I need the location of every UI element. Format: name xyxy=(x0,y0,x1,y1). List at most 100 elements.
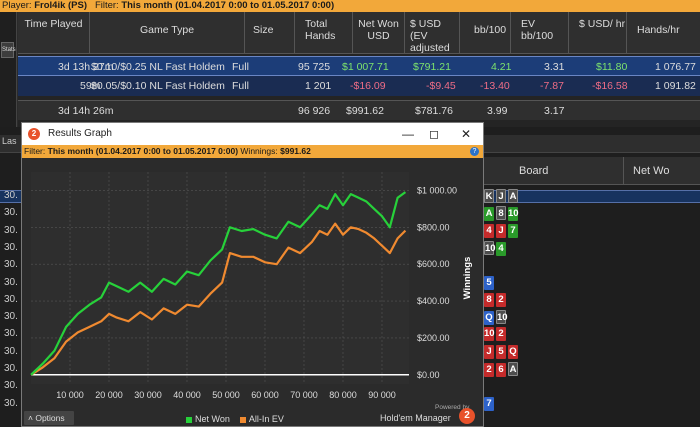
legend-swatch-net-won xyxy=(186,416,192,423)
help-icon[interactable]: ? xyxy=(470,147,479,156)
cell-ev: $791.21 xyxy=(413,61,451,73)
total-bb100: 3.99 xyxy=(487,105,508,117)
last-tab[interactable]: Las xyxy=(2,136,17,146)
total-time: 3d 14h 26m xyxy=(58,105,114,117)
top-filter-bar: Player: Frol4ik (PS) Filter: This month … xyxy=(0,0,700,12)
window-titlebar[interactable]: 2 Results Graph — ◻ ✕ xyxy=(22,123,483,145)
graph-filter-value[interactable]: This month (01.04.2017 0:00 to 01.05.201… xyxy=(47,146,239,156)
hand-row[interactable]: 30. 8 2 xyxy=(0,292,700,309)
board-header[interactable]: Board xyxy=(519,165,549,177)
player-name[interactable]: Frol4ik (PS) xyxy=(34,0,88,11)
col-game-type[interactable]: Game Type xyxy=(90,12,245,54)
cell-time: 59m xyxy=(80,80,101,92)
x-tick-label: 60 000 xyxy=(251,390,279,400)
hand-row[interactable]: 30. K J A xyxy=(0,188,700,205)
y-axis-label: Winnings xyxy=(462,257,473,300)
col-hands-hr[interactable]: Hands/hr xyxy=(627,12,700,54)
winnings-value: $991.62 xyxy=(280,146,311,156)
card: A xyxy=(484,207,494,222)
card: 10 xyxy=(508,207,519,222)
board-cards: 10 2 xyxy=(484,327,508,342)
hand-row[interactable]: 30. Q 10 xyxy=(0,309,700,326)
hand-row[interactable]: 30. xyxy=(0,378,700,395)
hand-row[interactable]: 30. J 5 Q xyxy=(0,344,700,361)
col-net-won[interactable]: Net Won USD xyxy=(353,12,405,54)
card: 4 xyxy=(484,223,494,238)
header-divider xyxy=(623,157,624,185)
hand-row[interactable]: 30. 7 xyxy=(0,396,700,413)
card: 2 xyxy=(496,327,506,342)
stats-tab[interactable]: Stats xyxy=(1,42,16,58)
card: 7 xyxy=(484,396,494,411)
results-graph-window: 2 Results Graph — ◻ ✕ Filter: This month… xyxy=(21,122,484,427)
card: K xyxy=(484,189,494,203)
net-won-header[interactable]: Net Wo xyxy=(633,165,670,177)
hand-date: 30. xyxy=(4,276,18,288)
total-net: $991.62 xyxy=(346,105,384,117)
plot-area xyxy=(31,172,409,384)
card: 8 xyxy=(484,292,494,307)
hand-row[interactable]: 30. 5 xyxy=(0,275,700,292)
x-tick-label: 10 000 xyxy=(56,390,84,400)
hand-date: 30. xyxy=(4,363,18,374)
x-tick-label: 80 000 xyxy=(329,390,357,400)
cell-net: $1 007.71 xyxy=(342,61,389,73)
card: A xyxy=(508,189,518,203)
brand-badge-icon: 2 xyxy=(459,408,475,424)
maximize-icon[interactable]: ◻ xyxy=(429,127,439,141)
hm2-logo-icon: 2 xyxy=(28,128,40,140)
hand-row[interactable]: 30. 10 2 xyxy=(0,326,700,343)
brand-logo: Powered by Hold'em Manager 2 xyxy=(380,404,480,425)
cell-evbb100: -7.87 xyxy=(540,80,564,92)
hand-row[interactable]: 30. xyxy=(0,257,700,274)
col-usd-hr[interactable]: $ USD/ hr xyxy=(569,12,627,54)
stats-row[interactable]: 59m $0.05/$0.10 NL Fast Holdem Full 1 20… xyxy=(18,76,700,96)
filter-value[interactable]: This month (01.04.2017 0:00 to 01.05.201… xyxy=(121,0,335,11)
total-evbb100: 3.17 xyxy=(544,105,565,117)
cell-handshr: 1 076.77 xyxy=(655,61,696,73)
hands-grid-header: Board Net Wo xyxy=(483,157,700,185)
stats-tab-label: Stats xyxy=(2,47,16,53)
cell-hands: 95 725 xyxy=(298,61,331,73)
col-size[interactable]: Size xyxy=(245,12,295,54)
card: Q xyxy=(508,344,518,359)
hand-row[interactable]: 30. 4 J 7 xyxy=(0,223,700,240)
options-button[interactable]: ˄ Options xyxy=(24,411,74,425)
close-icon[interactable]: ✕ xyxy=(460,127,472,141)
col-ev-bb100[interactable]: EV bb/100 xyxy=(511,12,569,54)
cell-handshr: 1 091.82 xyxy=(655,80,696,92)
minimize-icon[interactable]: — xyxy=(402,127,414,141)
cell-usdhr: $11.80 xyxy=(596,61,628,73)
hand-row[interactable]: 30. A 8 10 xyxy=(0,205,700,222)
x-tick-label: 30 000 xyxy=(134,390,162,400)
col-bb100[interactable]: bb/100 xyxy=(460,12,511,54)
card: J xyxy=(484,344,494,359)
series-line-all-in-ev xyxy=(30,222,407,376)
cell-bb100: -13.40 xyxy=(480,80,510,92)
card: 2 xyxy=(484,363,494,377)
col-total-hands[interactable]: Total Hands xyxy=(295,12,353,54)
hand-row[interactable]: 30. 10 4 xyxy=(0,240,700,257)
hand-date: 30. xyxy=(4,328,18,340)
col-time-played[interactable]: Time Played xyxy=(18,12,90,54)
card: 5 xyxy=(496,344,506,359)
hand-date: 30. xyxy=(4,224,18,236)
hand-row[interactable]: 30. 2 6 A xyxy=(0,361,700,378)
hand-date: 30. xyxy=(4,311,18,323)
stats-row[interactable]: 3d 13h 27m $0.10/$0.25 NL Fast Holdem Fu… xyxy=(18,56,700,76)
card: 5 xyxy=(484,275,494,290)
cell-evbb100: 3.31 xyxy=(544,61,565,73)
chart-legend: Net Won All-In EV xyxy=(186,414,284,424)
series-line-net-won xyxy=(30,191,407,376)
card: 10 xyxy=(484,327,495,342)
hand-date: 30. xyxy=(4,293,18,305)
filter-label: Filter: xyxy=(94,0,119,11)
hand-date: 30. xyxy=(4,397,18,409)
x-tick-label: 50 000 xyxy=(212,390,240,400)
graph-footer: ˄ Options Net Won All-In EV Powered by H… xyxy=(22,401,483,426)
col-ev-adjusted[interactable]: $ USD (EV adjusted xyxy=(405,12,460,54)
